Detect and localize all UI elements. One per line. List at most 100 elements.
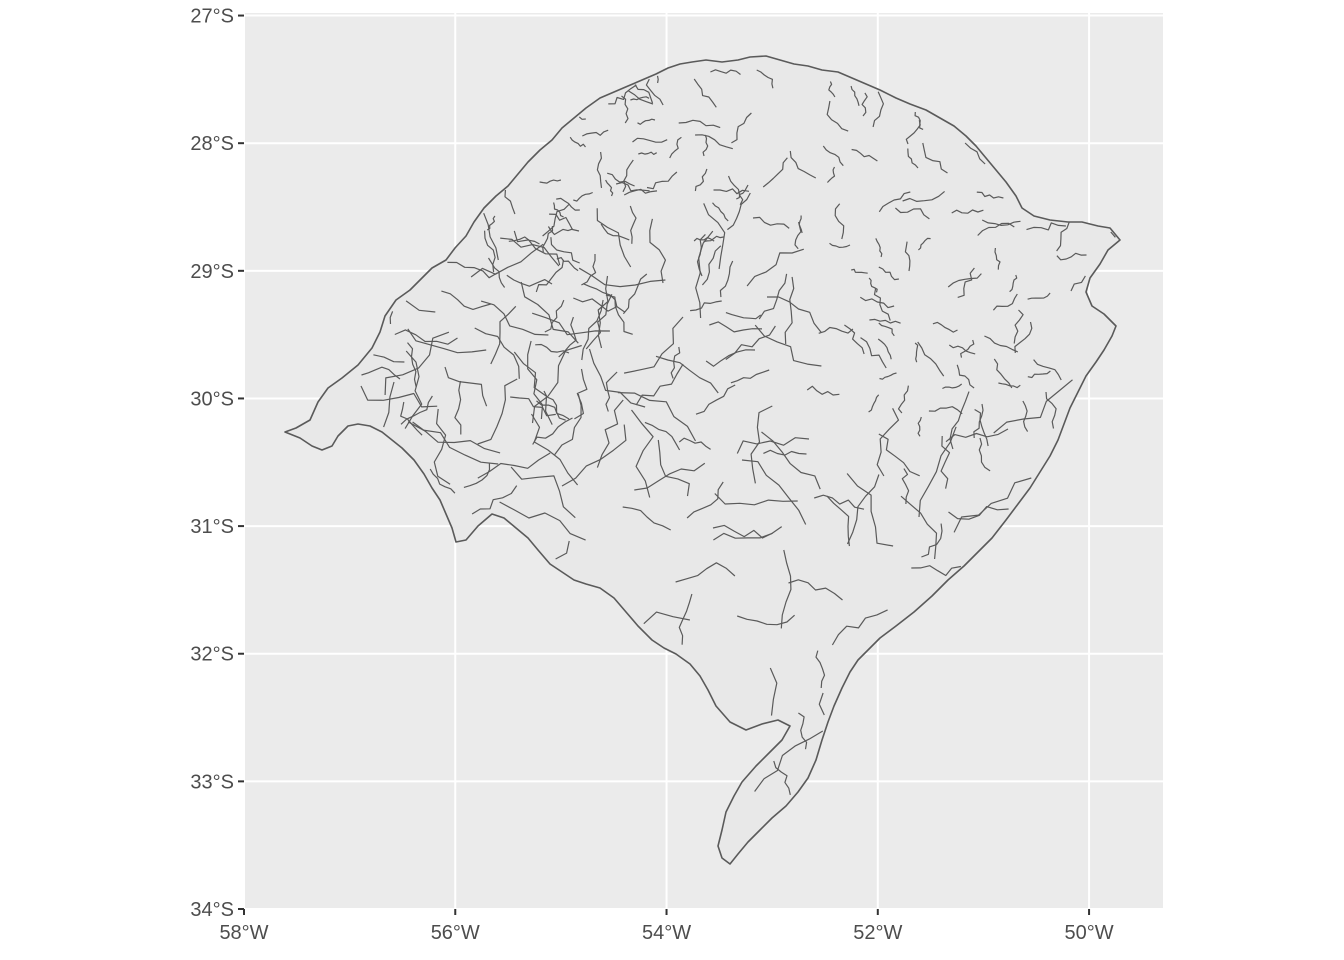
municipality-border: [763, 449, 807, 456]
municipality-border: [520, 281, 579, 344]
municipality-border: [600, 223, 630, 241]
municipality-border: [530, 413, 579, 486]
municipality-border: [914, 342, 919, 363]
municipality-border: [1009, 274, 1018, 293]
municipality-border: [554, 393, 582, 455]
municipality-border: [762, 157, 788, 188]
municipality-border: [608, 84, 637, 105]
municipality-border: [1014, 321, 1033, 353]
municipality-border: [714, 493, 798, 506]
municipality-border: [588, 348, 646, 408]
municipality-border: [713, 526, 783, 541]
municipality-border: [646, 171, 678, 190]
municipality-border: [1110, 231, 1116, 238]
municipality-border: [727, 175, 744, 206]
municipality-border: [535, 343, 570, 354]
municipality-border: [542, 203, 570, 237]
municipality-border: [581, 254, 597, 286]
municipality-border: [669, 136, 682, 159]
municipality-border: [960, 339, 975, 358]
municipality-border: [872, 91, 885, 128]
municipality-border: [815, 650, 826, 689]
municipality-border: [429, 468, 456, 494]
municipality-border: [480, 300, 549, 336]
municipality-border: [637, 118, 656, 125]
municipality-border: [675, 562, 736, 583]
municipality-border: [868, 277, 878, 293]
municipality-border: [754, 730, 824, 792]
municipality-border: [447, 261, 498, 279]
municipality-border: [788, 579, 843, 601]
municipality-border: [731, 112, 752, 144]
municipality-border: [389, 311, 394, 325]
municipality-border: [490, 305, 517, 365]
municipality-border: [818, 692, 825, 716]
y-tick-label: 32°S: [190, 644, 234, 666]
municipality-border: [1045, 391, 1057, 429]
x-axis: 58°W 56°W 54°W 52°W 50°W: [219, 909, 1114, 944]
municipality-border: [407, 342, 417, 388]
municipality-border: [998, 382, 1021, 389]
municipality-border: [463, 462, 491, 488]
municipality-border: [710, 69, 741, 75]
municipality-border: [1026, 222, 1066, 231]
municipality-border: [561, 424, 627, 487]
municipality-border: [444, 366, 488, 407]
municipality-border: [814, 494, 865, 510]
municipality-border: [628, 90, 654, 105]
municipality-border: [486, 215, 496, 231]
municipality-border: [977, 222, 1015, 236]
municipality-border: [582, 283, 618, 308]
municipality-border: [693, 78, 717, 108]
municipality-border: [976, 191, 1004, 199]
municipality-border: [917, 416, 922, 437]
municipality-border: [746, 248, 804, 287]
municipality-border: [784, 276, 795, 345]
municipality-border: [617, 392, 697, 442]
municipality-border: [499, 501, 586, 541]
municipality-border: [407, 328, 487, 354]
municipality-border: [373, 354, 405, 363]
municipality-border: [629, 205, 637, 244]
municipality-border: [1070, 275, 1086, 292]
municipality-border: [607, 172, 635, 187]
municipality-border: [471, 485, 518, 515]
municipality-border: [949, 391, 970, 450]
municipality-border: [631, 409, 654, 498]
municipality-border: [638, 151, 658, 155]
municipality-border: [535, 259, 565, 293]
municipality-border: [860, 337, 887, 369]
municipality-border: [850, 85, 860, 106]
municipality-border: [532, 312, 610, 336]
municipality-border: [806, 385, 840, 396]
y-tick-label: 33°S: [190, 771, 234, 793]
municipality-border: [556, 197, 580, 211]
municipality-border: [705, 349, 756, 367]
municipality-border: [622, 506, 671, 531]
municipality-border: [1013, 309, 1024, 344]
municipality-border: [878, 266, 899, 281]
x-tick-label: 50°W: [1064, 922, 1113, 944]
municipality-border: [851, 268, 868, 274]
municipality-border: [483, 212, 499, 261]
municipality-border: [869, 318, 901, 324]
municipality-border: [826, 166, 836, 183]
municipality-border: [645, 78, 664, 106]
municipality-border: [769, 667, 778, 716]
municipality-border: [895, 207, 930, 220]
municipality-border: [897, 385, 909, 414]
municipality-border: [690, 300, 722, 312]
municipality-border: [829, 242, 851, 248]
municipality-border: [798, 712, 808, 750]
municipality-border: [578, 116, 586, 120]
municipality-border: [859, 296, 895, 309]
municipality-border: [506, 274, 553, 287]
municipality-border: [630, 96, 650, 101]
municipality-border: [875, 238, 883, 258]
municipality-border: [902, 190, 945, 202]
municipality-border: [1033, 359, 1062, 381]
municipality-border: [394, 329, 458, 345]
municipality-border: [454, 380, 462, 435]
municipality-border: [655, 355, 719, 394]
municipality-border: [873, 287, 891, 321]
